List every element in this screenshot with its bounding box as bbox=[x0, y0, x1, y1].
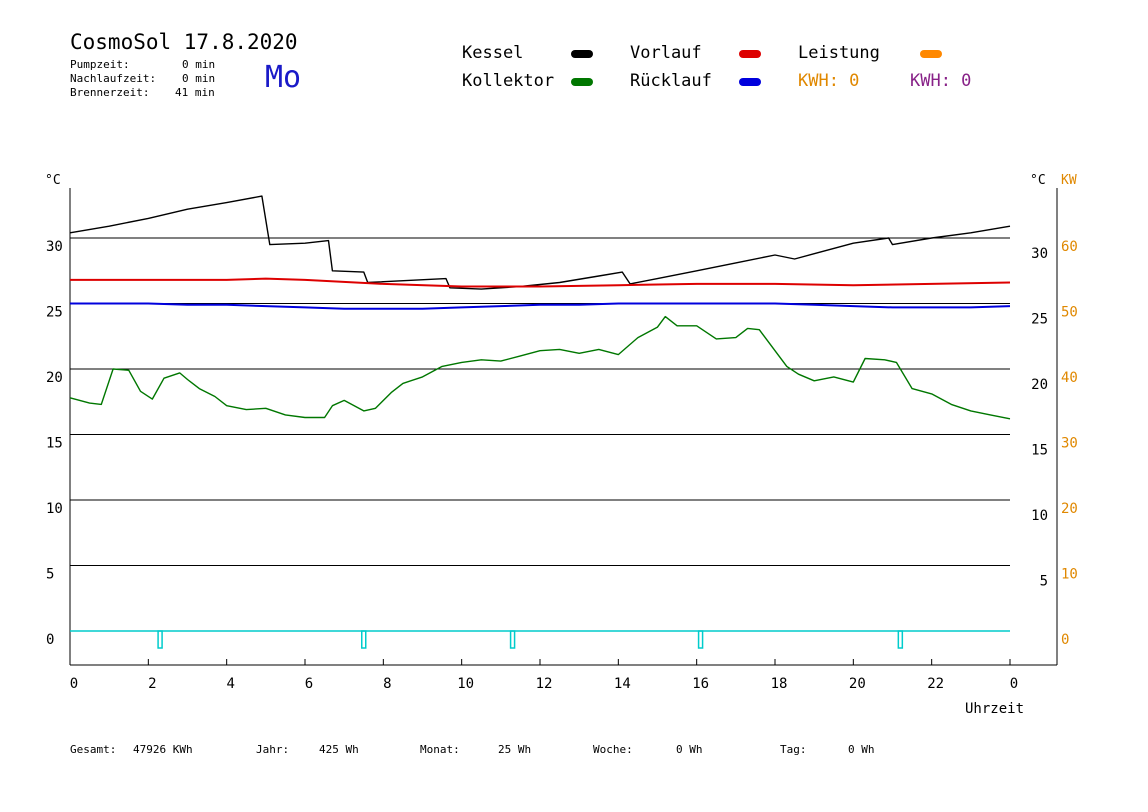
y-tick-label-left: 5 bbox=[46, 567, 54, 583]
x-tick-label: 16 bbox=[692, 676, 709, 692]
pump-markers bbox=[70, 630, 1010, 649]
nachlauf-value: 0 min bbox=[182, 72, 216, 85]
x-tick-label: 0 bbox=[70, 676, 78, 692]
x-tick-label: 18 bbox=[771, 676, 788, 692]
legend-kessel-swatch bbox=[571, 50, 593, 58]
footer-jahr-value: 425 Wh bbox=[319, 743, 359, 756]
x-axis-label: Uhrzeit bbox=[965, 701, 1025, 717]
y-tick-label-left: 20 bbox=[46, 370, 63, 386]
footer-gesamt-label: Gesamt: bbox=[70, 743, 117, 756]
footer-tag-label: Tag: bbox=[780, 743, 807, 756]
y-tick-label-kw: 10 bbox=[1061, 567, 1078, 583]
y-tick-label-right: 25 bbox=[1031, 312, 1048, 328]
legend-kollektor-label: Kollektor bbox=[462, 71, 555, 91]
right-axis-kw-unit: KW bbox=[1061, 173, 1077, 188]
y-tick-label-right: 20 bbox=[1031, 377, 1048, 393]
x-tick-label: 8 bbox=[383, 676, 391, 692]
footer-jahr-label: Jahr: bbox=[256, 743, 290, 756]
series-kessel-line bbox=[69, 195, 1011, 290]
footer-gesamt-value: 47926 KWh bbox=[133, 743, 193, 756]
pumpzeit-value: 0 min bbox=[182, 58, 216, 71]
y-tick-label-kw: 30 bbox=[1061, 436, 1078, 452]
tick-labels: 0 2 4 6 8 10 12 14 16 18 20 22 0 0 5 10 15 20 25 30 5 10 15 20 2… bbox=[46, 239, 1078, 692]
left-axis-unit: °C bbox=[45, 173, 61, 188]
y-tick-label-left: 0 bbox=[46, 632, 54, 648]
legend-kessel-label: Kessel bbox=[462, 43, 524, 63]
legend-kwh-orange: KWH: 0 bbox=[798, 71, 860, 91]
y-tick-label-left: 15 bbox=[46, 436, 63, 452]
y-tick-label-left: 30 bbox=[46, 239, 63, 255]
y-tick-label-kw: 0 bbox=[1061, 632, 1069, 648]
pump-on-marker bbox=[697, 630, 704, 649]
y-tick-label-right: 30 bbox=[1031, 246, 1048, 262]
pump-on-marker bbox=[509, 630, 516, 649]
y-tick-label-kw: 20 bbox=[1061, 501, 1078, 517]
x-tick-label: 4 bbox=[226, 676, 234, 692]
y-tick-label-kw: 40 bbox=[1061, 370, 1078, 386]
x-tick-label: 22 bbox=[927, 676, 944, 692]
footer-woche-label: Woche: bbox=[593, 743, 633, 756]
y-tick-label-left: 10 bbox=[46, 501, 63, 517]
x-tick-label: 20 bbox=[849, 676, 866, 692]
y-tick-label-left: 25 bbox=[46, 305, 63, 321]
x-tick-label: 14 bbox=[614, 676, 631, 692]
legend-ruecklauf-label: Rücklauf bbox=[630, 71, 712, 91]
x-tick-label: 2 bbox=[148, 676, 156, 692]
y-tick-label-kw: 60 bbox=[1061, 239, 1078, 255]
legend-vorlauf-label: Vorlauf bbox=[630, 43, 702, 63]
legend-ruecklauf-swatch bbox=[739, 78, 761, 86]
pump-on-marker bbox=[361, 630, 367, 649]
legend-leistung-label: Leistung bbox=[798, 43, 880, 63]
footer-monat-label: Monat: bbox=[420, 743, 460, 756]
series-kollektor-line bbox=[69, 315, 1011, 420]
axes bbox=[69, 188, 1058, 666]
legend-kwh-purple: KWH: 0 bbox=[910, 71, 972, 91]
x-tick-label: 12 bbox=[536, 676, 553, 692]
footer-tag-value: 0 Wh bbox=[848, 743, 875, 756]
weekday-label: Mo bbox=[265, 60, 302, 95]
x-tick-label: 6 bbox=[305, 676, 313, 692]
y-tick-label-right: 5 bbox=[1040, 574, 1048, 590]
legend-leistung-swatch bbox=[920, 50, 942, 58]
nachlauf-label: Nachlaufzeit: bbox=[70, 72, 157, 85]
series-ruecklauf-line bbox=[70, 302, 1011, 310]
grid-lines bbox=[70, 237, 1010, 566]
series-lines bbox=[69, 195, 1011, 420]
y-tick-label-right: 15 bbox=[1031, 443, 1048, 459]
y-tick-label-right: 10 bbox=[1031, 508, 1048, 524]
brenner-value: 41 min bbox=[175, 86, 215, 99]
pump-on-marker bbox=[897, 630, 904, 649]
page-title: CosmoSol 17.8.2020 bbox=[70, 30, 298, 54]
right-axis-unit: °C bbox=[1030, 173, 1046, 188]
series-vorlauf-line bbox=[70, 277, 1011, 288]
legend-vorlauf-swatch bbox=[739, 50, 761, 58]
x-tick-label: 10 bbox=[457, 676, 474, 692]
y-tick-label-kw: 50 bbox=[1061, 305, 1078, 321]
footer-woche-value: 0 Wh bbox=[676, 743, 703, 756]
pump-on-marker bbox=[157, 630, 163, 649]
pumpzeit-label: Pumpzeit: bbox=[70, 58, 130, 71]
x-tick-label: 0 bbox=[1010, 676, 1018, 692]
footer-monat-value: 25 Wh bbox=[498, 743, 532, 756]
legend-kollektor-swatch bbox=[571, 78, 593, 86]
brenner-label: Brennerzeit: bbox=[70, 86, 150, 99]
